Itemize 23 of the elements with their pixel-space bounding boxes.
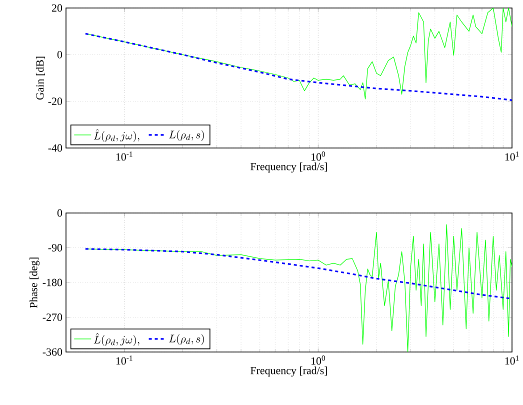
- y-axis-title: Gain [dB]: [36, 56, 46, 100]
- y-tick-label: 0: [57, 50, 62, 58]
- x-tick-label: 10$^{0}$: [312, 152, 326, 161]
- x-axis-title: Frequency [rad/s]: [250, 162, 327, 173]
- y-tick-label: 0: [57, 209, 62, 217]
- x-tick-label: 10$^{0}$: [312, 356, 326, 365]
- x-axis-title: Frequency [rad/s]: [250, 366, 327, 377]
- y-tick-label: 20: [52, 4, 62, 12]
- y-tick-label: -360: [42, 348, 62, 356]
- y-axis-title: Phase [deg]: [30, 258, 40, 308]
- y-tick-label: -90: [48, 244, 62, 252]
- x-tick-label: 10$^{1}$: [505, 152, 519, 161]
- x-tick-label: 10$^{-1}$: [116, 152, 132, 161]
- legend-label: $\hat{L}(\rho_d, j\omega),$: [94, 129, 140, 142]
- y-tick-label: -270: [42, 314, 62, 321]
- legend-label: $L(\rho_d, s)$: [169, 334, 204, 345]
- legend-label: $L(\rho_d, s)$: [169, 130, 204, 141]
- legend-label: $\hat{L}(\rho_d, j\omega),$: [94, 333, 140, 346]
- y-tick-label: -20: [48, 98, 62, 106]
- x-tick-label: 10$^{-1}$: [116, 356, 132, 365]
- x-tick-label: 10$^{1}$: [505, 356, 519, 365]
- y-tick-label: -40: [48, 144, 62, 152]
- y-tick-label: -180: [42, 278, 62, 286]
